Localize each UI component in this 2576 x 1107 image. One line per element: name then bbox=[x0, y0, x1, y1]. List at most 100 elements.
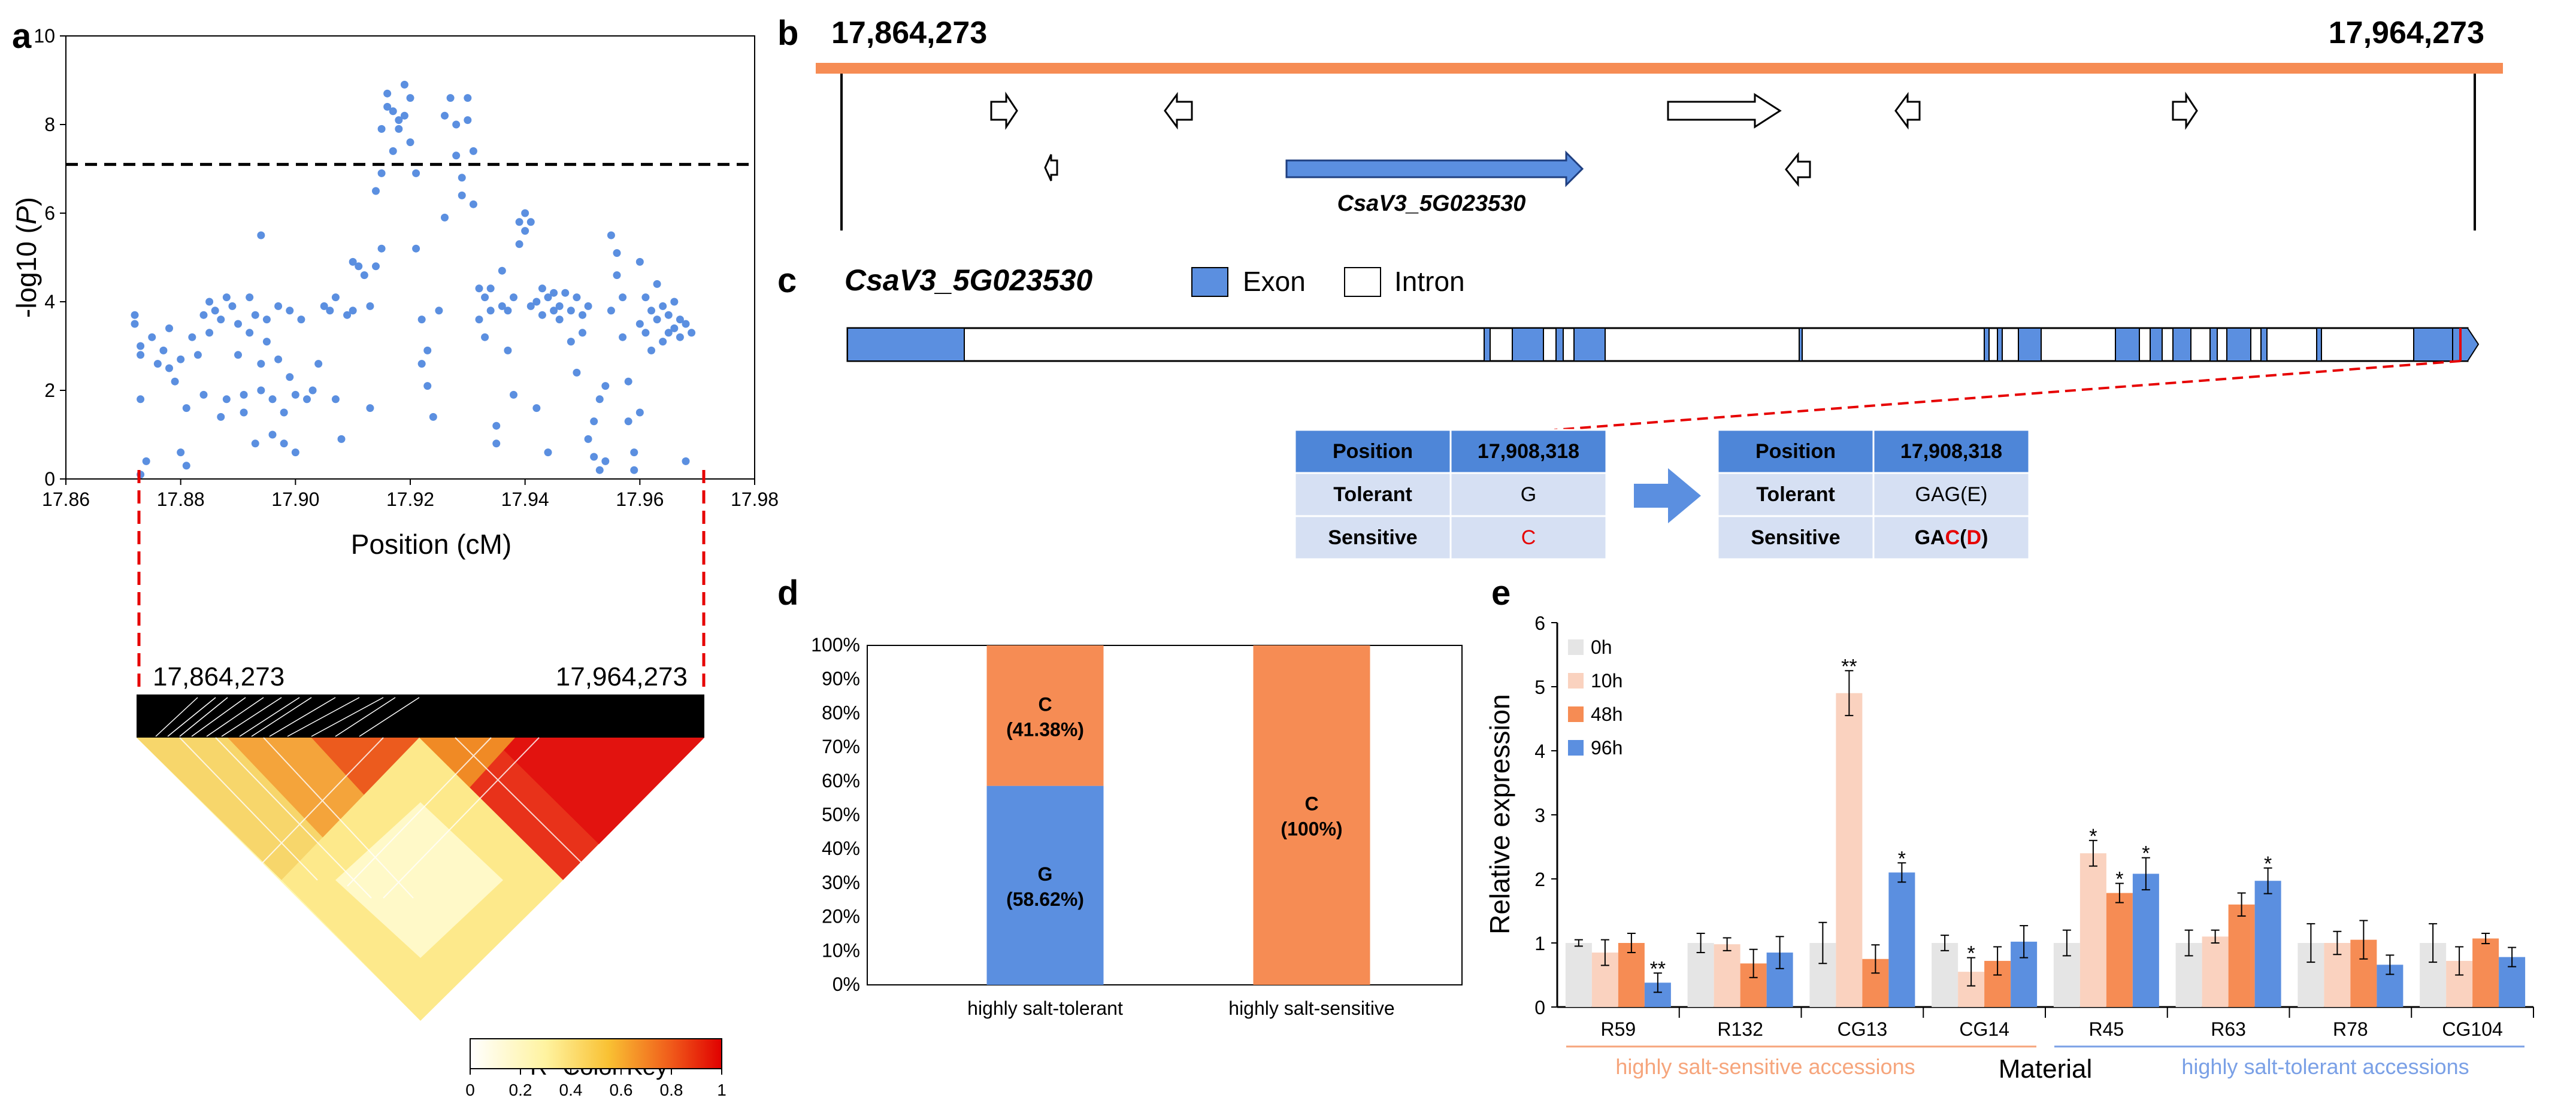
snp-point bbox=[417, 360, 426, 368]
snp-point bbox=[526, 302, 535, 310]
snp-point bbox=[486, 284, 495, 293]
snp-point bbox=[182, 404, 190, 413]
manhattan-x-ticks: 17.86 17.88 17.90 17.92 17.94 17.96 17.98 bbox=[42, 479, 779, 510]
segment-allele-label: C bbox=[1038, 693, 1052, 715]
snp-point bbox=[246, 293, 254, 302]
snp-point bbox=[641, 293, 650, 302]
snp-point bbox=[326, 307, 334, 315]
snp-point bbox=[446, 94, 455, 102]
expression-bar bbox=[1932, 943, 1959, 1007]
allele-frequency-bars: G (58.62%) C (41.38%) C (100%) bbox=[986, 645, 1370, 985]
gene-arrow-left-icon bbox=[1164, 92, 1193, 130]
x-tick-label: 17.94 bbox=[501, 489, 549, 510]
expression-x-ticks: R59 R132 CG13 CG14 R45 R63 R78 CG104 bbox=[1601, 1007, 2534, 1040]
panel-letter-c: c bbox=[777, 261, 797, 300]
significance-marker: * bbox=[2264, 853, 2272, 875]
gene-arrow-left-icon bbox=[1044, 154, 1058, 181]
table-key-text: Tolerant bbox=[1756, 483, 1835, 506]
snp-point bbox=[630, 448, 638, 457]
table-value-text: GAG(E) bbox=[1915, 483, 1988, 506]
expression-bar bbox=[2202, 936, 2229, 1007]
snp-point bbox=[464, 116, 472, 125]
snp-point bbox=[383, 89, 392, 98]
y-tick-label: 0 bbox=[44, 468, 55, 490]
table-cell-value bbox=[1449, 515, 1608, 560]
snp-point bbox=[274, 355, 283, 363]
table-value-part: ( bbox=[1960, 526, 1967, 549]
snp-point bbox=[377, 169, 386, 177]
snp-point bbox=[400, 111, 408, 120]
significance-marker: * bbox=[1898, 847, 1906, 870]
snp-point bbox=[659, 302, 667, 310]
snp-point bbox=[464, 94, 472, 102]
significance-marker: * bbox=[2115, 868, 2123, 890]
snp-point bbox=[601, 382, 610, 390]
snp-point bbox=[664, 329, 673, 337]
snp-point bbox=[262, 316, 271, 324]
snp-point bbox=[641, 329, 650, 337]
snp-point bbox=[406, 94, 414, 102]
snp-point bbox=[193, 351, 202, 359]
expression-bar bbox=[1687, 943, 1714, 1007]
snp-point bbox=[377, 244, 386, 253]
snp-point bbox=[222, 395, 231, 404]
color-key-tick-label: 1 bbox=[717, 1081, 727, 1099]
snp-point bbox=[423, 382, 432, 390]
snp-point bbox=[682, 320, 690, 328]
snp-point bbox=[400, 80, 408, 89]
legend-exon-label: Exon bbox=[1243, 266, 1306, 297]
snp-point bbox=[188, 333, 196, 341]
snp-point bbox=[624, 417, 632, 426]
table-value-part: GA bbox=[1915, 526, 1945, 549]
snp-point bbox=[291, 390, 299, 399]
table-key-text: Position bbox=[1755, 440, 1836, 463]
snp-point bbox=[492, 439, 501, 448]
snp-point bbox=[228, 302, 237, 310]
y-tick-label: 90% bbox=[822, 668, 860, 690]
snp-point bbox=[280, 439, 288, 448]
snp-point bbox=[607, 231, 615, 239]
snp-point bbox=[349, 307, 357, 315]
snp-point bbox=[573, 368, 581, 377]
legend-label: 48h bbox=[1591, 703, 1623, 725]
snp-point bbox=[613, 271, 621, 280]
group-label: highly salt-sensitive accessions bbox=[1615, 1054, 1915, 1079]
snp-point bbox=[624, 377, 632, 386]
snp-point bbox=[389, 107, 397, 116]
snp-table-right: Position 17,908,318 Tolerant GAG(E) Sensitiv… bbox=[1717, 429, 2030, 560]
snp-point bbox=[635, 257, 644, 266]
snp-point bbox=[165, 364, 173, 372]
table-value-text: GAC(D) bbox=[1915, 526, 1988, 549]
category-label: R45 bbox=[2089, 1018, 2124, 1040]
snp-point bbox=[251, 439, 259, 448]
legend-swatch bbox=[1568, 673, 1584, 689]
color-key-tick-label: 0.4 bbox=[559, 1081, 583, 1099]
snp-point bbox=[555, 302, 564, 310]
snp-point bbox=[412, 244, 420, 253]
expression-bar bbox=[2079, 853, 2106, 1007]
significance-marker: * bbox=[2142, 842, 2150, 865]
snp-point bbox=[131, 320, 139, 328]
ld-snp-bar bbox=[137, 694, 704, 738]
allele-frequency-y-ticks: 0% 10% 20% 30% 40% 50% 60% 70% 80% 90% 100% bbox=[811, 634, 860, 995]
segment-allele-label: C bbox=[1304, 793, 1318, 815]
color-key-ticks: 0 0.2 0.4 0.6 0.8 1 bbox=[465, 1069, 727, 1099]
table-cell-value bbox=[1449, 472, 1608, 517]
snp-point bbox=[343, 311, 352, 319]
target-gene-label: CsaV3_5G023530 bbox=[1337, 191, 1526, 216]
gene-structure-exons bbox=[847, 327, 2453, 362]
snp-point bbox=[676, 333, 684, 341]
snp-point bbox=[573, 293, 581, 302]
conversion-arrow-icon bbox=[1634, 468, 1701, 523]
category-label: CG13 bbox=[1838, 1018, 1888, 1040]
snp-point bbox=[234, 351, 242, 359]
expression-bar bbox=[1888, 872, 1915, 1007]
color-key-gradient bbox=[470, 1038, 722, 1069]
snp-point bbox=[205, 329, 214, 337]
snp-point bbox=[308, 386, 317, 395]
table-cell-key bbox=[1717, 429, 1875, 474]
ld-snp-lines bbox=[155, 697, 420, 737]
snp-point bbox=[619, 333, 627, 341]
gene-arrow-right-icon bbox=[2172, 92, 2198, 130]
